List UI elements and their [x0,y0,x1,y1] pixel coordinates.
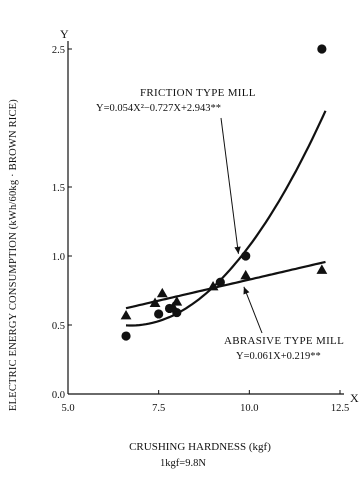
x-tick-label: 7.5 [152,403,165,414]
abrasive-data-point [156,287,168,298]
y-tick-label: 0.0 [52,390,65,401]
abrasive-data-point [149,297,161,307]
friction-data-point [215,277,225,287]
x-tick-label: 10.0 [240,403,258,414]
y-tick-label: 0.5 [52,321,65,332]
y-axis-letter: Y [60,27,69,41]
friction-data-point [121,331,131,341]
friction-arrow [220,117,239,254]
abrasive-arrowhead [243,286,250,295]
fit-curves [125,110,327,327]
x-axis-unit-note: 1kgf=9.8N [160,458,206,469]
x-tick-label: 12.5 [331,403,349,414]
x-axis-letter: X [350,391,359,405]
x-axis-label: CRUSHING HARDNESS (kgf) [129,441,271,453]
x-tick-label: 5.0 [61,403,74,414]
abrasive-data-point [171,296,183,306]
friction-data-point [317,44,327,54]
abrasive-fit-curve [125,260,326,310]
abrasive-data-point [167,301,179,312]
friction-series-label: FRICTION TYPE MILL [140,87,256,99]
friction-fit-curve [125,110,327,327]
abrasive-series-label: ABRASIVE TYPE MILL [224,335,344,347]
y-tick-label: 1.5 [52,183,65,194]
abrasive-fit-equation: Y=0.061X+0.219** [236,351,321,362]
abrasive-data-point [207,280,219,291]
abrasive-arrow [243,286,263,334]
data-points [120,44,328,341]
friction-arrowhead [234,246,241,254]
abrasive-data-point [316,264,328,274]
ticks: 5.0 7.5 10.0 12.5 0.0 0.5 1.0 1.5 2.5 [52,45,349,414]
axes [67,41,344,395]
friction-fit-equation: Y=0.054X²−0.727X+2.943** [96,103,221,114]
y-axis-label: ELECTRIC ENERGY CONSUMPTION (kWh/60kg · … [8,99,19,411]
friction-data-point [154,309,164,319]
abrasive-data-point [120,309,132,320]
annotations: FRICTION TYPE MILL Y=0.054X²−0.727X+2.94… [96,87,344,362]
friction-data-point [241,251,251,261]
abrasive-data-point [240,269,252,280]
y-tick-label: 1.0 [52,252,65,263]
y-tick-label: 2.5 [52,45,65,56]
